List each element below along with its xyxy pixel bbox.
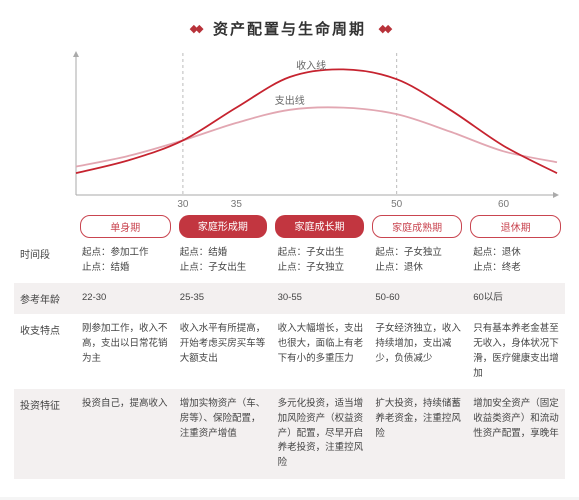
stage-pill-0: 单身期: [80, 215, 171, 238]
table-row: 时间段起点：参加工作止点：结婚起点：结婚止点：子女出生起点：子女出生止点：子女独…: [14, 238, 565, 283]
diamond-left-icon: ◆◆: [190, 22, 201, 35]
svg-text:50: 50: [391, 199, 403, 210]
stage-pill-1: 家庭形成期: [179, 215, 268, 238]
diamond-right-icon: ◆◆: [378, 22, 389, 35]
table-cell: 起点：参加工作止点：结婚: [76, 238, 174, 283]
table-row: 收支特点刚参加工作，收入不高，支出以日常花销为主收入水平有所提高，开始考虑买房买…: [14, 314, 565, 389]
stage-pill-2: 家庭成长期: [275, 215, 364, 238]
row-header: 收支特点: [14, 314, 76, 389]
stage-pills-row: 单身期家庭形成期家庭成长期家庭成熟期退休期: [14, 215, 565, 238]
table-cell: 起点：子女出生止点：子女独立: [272, 238, 370, 283]
table-cell: 起点：结婚止点：子女出生: [174, 238, 272, 283]
svg-text:60: 60: [498, 199, 510, 210]
page-title: 资产配置与生命周期: [213, 18, 366, 39]
table-cell: 多元化投资，适当增加风险资产（权益资产）配置，尽早开启养老投资，注重控风险: [272, 389, 370, 479]
title-row: ◆◆ 资产配置与生命周期 ◆◆: [14, 18, 565, 39]
table-cell: 投资自己，提高收入: [76, 389, 174, 479]
table-cell: 子女经济独立，收入持续增加，支出减少，负债减少: [369, 314, 467, 389]
svg-text:支出线: 支出线: [275, 94, 305, 107]
table-row: 投资特征投资自己，提高收入增加实物资产（车、房等）、保险配置，注重资产增值多元化…: [14, 389, 565, 479]
table-cell: 收入水平有所提高，开始考虑买房买车等大额支出: [174, 314, 272, 389]
table-cell: 只有基本养老金甚至无收入，身体状况下滑，医疗健康支出增加: [467, 314, 565, 389]
table-cell: 30-55: [272, 283, 370, 314]
table-cell: 增加实物资产（车、房等）、保险配置，注重资产增值: [174, 389, 272, 479]
table-cell: 增加安全资产（固定收益类资产）和流动性资产配置，享晚年: [467, 389, 565, 479]
svg-text:收入线: 收入线: [296, 59, 326, 72]
table-cell: 刚参加工作，收入不高，支出以日常花销为主: [76, 314, 174, 389]
stage-pill-4: 退休期: [470, 215, 561, 238]
table-cell: 60以后: [467, 283, 565, 314]
row-header: 时间段: [14, 238, 76, 283]
lifecycle-chart: 30 35 50 60 收入线支出线: [14, 47, 565, 217]
table-cell: 22-30: [76, 283, 174, 314]
svg-text:30: 30: [177, 199, 189, 210]
table-cell: 25-35: [174, 283, 272, 314]
table-cell: 收入大幅增长，支出也很大，面临上有老下有小的多重压力: [272, 314, 370, 389]
table-cell: 起点：子女独立止点：退休: [369, 238, 467, 283]
row-header: 投资特征: [14, 389, 76, 479]
table-cell: 扩大投资，持续储蓄养老资金，注重控风险: [369, 389, 467, 479]
table-cell: 起点：退休止点：终老: [467, 238, 565, 283]
svg-text:35: 35: [231, 199, 243, 210]
stage-hdr-spacer: [14, 215, 76, 238]
row-header: 参考年龄: [14, 283, 76, 314]
table-cell: 50-60: [369, 283, 467, 314]
stage-pill-3: 家庭成熟期: [372, 215, 463, 238]
table-row: 参考年龄22-3025-3530-5550-6060以后: [14, 283, 565, 314]
